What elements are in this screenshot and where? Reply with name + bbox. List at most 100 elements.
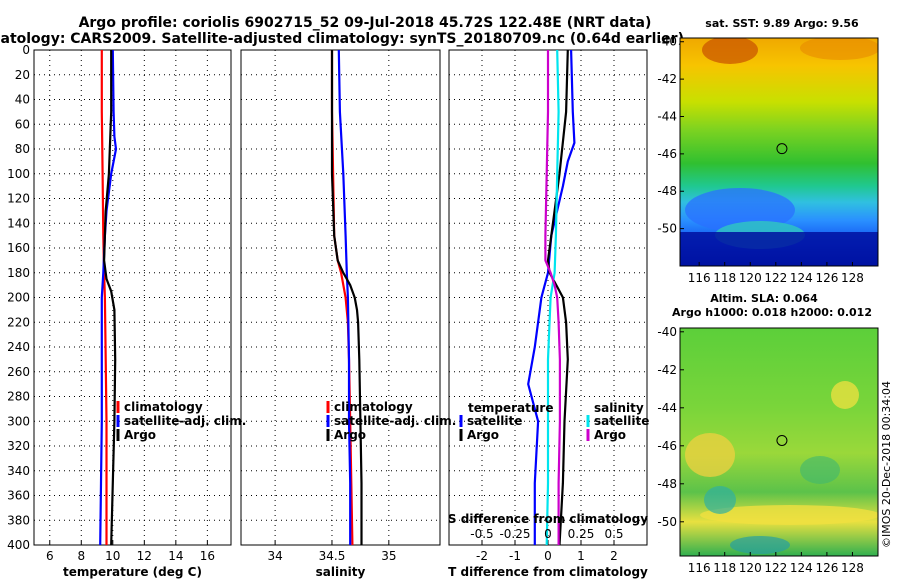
map-y-tick-label: -48 [657,477,677,491]
series-line-s-satellite [545,49,560,546]
series-line-t-satellite [527,49,576,545]
sla-map-title-line1: Altim. SLA: 0.064 [710,292,818,305]
map-y-tick-label: -50 [657,515,677,529]
legend-entry: satellite [594,414,649,428]
s-tick-label: -0.25 [499,527,530,541]
map-x-tick-label: 126 [815,561,838,575]
figure-title-line1: Argo profile: coriolis 6902715_52 09-Jul… [79,15,652,31]
x-tick-label: 35 [381,549,396,563]
temperature-profile-plot: 0 20 40 60 80 100 120 140 160 180 200 220 240 260 280 3… [7,43,246,579]
y-tick-label: 240 [7,340,30,354]
map-x-tick-label: 120 [739,271,762,285]
x-tick-label: 34 [267,549,282,563]
x-tick-label: 16 [200,549,215,563]
y-tick-label: 320 [7,439,30,453]
y-tick-label: 380 [7,513,30,527]
y-tick-label: 160 [7,241,30,255]
x-axis-label: T difference from climatology [448,565,648,579]
s-tick-label: 0.25 [568,527,595,541]
plot-frame [240,49,441,546]
sla-low-patch [800,456,840,484]
map-y-tick-label: -50 [657,222,677,236]
series-line-t-argo [546,49,569,546]
legend-entry: satellite-adj. clim. [334,414,456,428]
x-tick-label: 8 [77,549,85,563]
x-tick-label: 6 [46,549,54,563]
series-line-climatology [100,50,108,545]
map-x-tick-label: 120 [739,561,762,575]
map-x-tick-label: 124 [790,271,813,285]
sla-map-frame [679,327,879,557]
y-tick-label: 100 [7,167,30,181]
y-tick-label: 140 [7,216,30,230]
y-tick-label: 180 [7,266,30,280]
sst-map-frame [679,37,879,267]
y-tick-label: 60 [15,117,30,131]
salinity-profile-plot: 34 34.5 35 salinity climatologysatellite-adj… [240,49,456,579]
sst-cool-patch [685,188,795,232]
map-y-tick-label: -46 [657,147,677,161]
copyright-stamp: ©IMOS 20-Dec-2018 00:34:04 [880,381,893,548]
legend-title-salinity: salinity [594,401,644,415]
y-tick-label: 120 [7,192,30,206]
sla-low-patch [704,486,736,514]
map-x-tick-label: 116 [688,271,711,285]
y-tick-label: 200 [7,291,30,305]
map-x-tick-label: 126 [815,271,838,285]
x-axis-label: salinity [316,565,366,579]
series-line-argo [330,50,363,545]
legend-entry: climatology [124,400,203,414]
sst-map: sat. SST: 9.89 Argo: 9.56 116 118 120 122 12… [657,17,879,285]
legend-entry: Argo [467,428,499,442]
legend-entry: Argo [594,428,626,442]
y-tick-label: 260 [7,365,30,379]
s-tick-label: 0 [544,527,552,541]
map-x-tick-label: 118 [713,561,736,575]
legend-entry: climatology [334,400,413,414]
x-tick-label: 10 [105,549,120,563]
legend-entry: satellite-adj. clim. [124,414,246,428]
y-tick-label: 220 [7,315,30,329]
sst-warm-patch [800,38,878,60]
y-tick-label: 20 [15,68,30,82]
legend-entry: Argo [124,428,156,442]
y-tick-label: 300 [7,414,30,428]
y-tick-label: 40 [15,93,30,107]
map-x-tick-label: 128 [841,561,864,575]
s-tick-label: -0.5 [470,527,493,541]
sla-high-patch [831,381,859,409]
top-axis-label: S difference from climatology [448,512,648,526]
y-tick-label: 360 [7,489,30,503]
x-tick-label: -2 [476,549,488,563]
difference-profile-plot: -2 -1 0 1 2 T difference from climatology temp… [448,49,649,579]
y-tick-label: 0 [22,43,30,57]
sla-argo-location-marker [776,434,788,446]
x-tick-label: 1 [577,549,585,563]
map-x-tick-label: 128 [841,271,864,285]
map-y-tick-label: -40 [657,35,677,49]
x-tick-label: 12 [137,549,152,563]
sst-argo-location-marker [776,143,788,155]
x-axis-label: temperature (deg C) [63,565,202,579]
x-tick-label: 0 [544,549,552,563]
map-y-tick-label: -42 [657,363,677,377]
y-tick-label: 280 [7,390,30,404]
map-y-tick-label: -48 [657,184,677,198]
map-x-tick-label: 124 [790,561,813,575]
x-tick-label: 2 [610,549,618,563]
map-y-tick-label: -44 [657,401,677,415]
map-x-tick-label: 118 [713,271,736,285]
map-x-tick-label: 122 [764,561,787,575]
map-x-tick-label: 116 [688,561,711,575]
series-line-argo [102,50,117,546]
y-tick-label: 400 [7,538,30,552]
x-tick-label: -1 [509,549,521,563]
sst-warm-patch [702,38,758,64]
sla-map-title-line2: Argo h1000: 0.018 h2000: 0.012 [672,306,872,319]
x-tick-label: 14 [168,549,183,563]
sla-high-patch [685,433,735,477]
legend-entry: satellite [467,414,522,428]
x-tick-label: 34.5 [319,549,346,563]
map-y-tick-label: -42 [657,72,677,86]
